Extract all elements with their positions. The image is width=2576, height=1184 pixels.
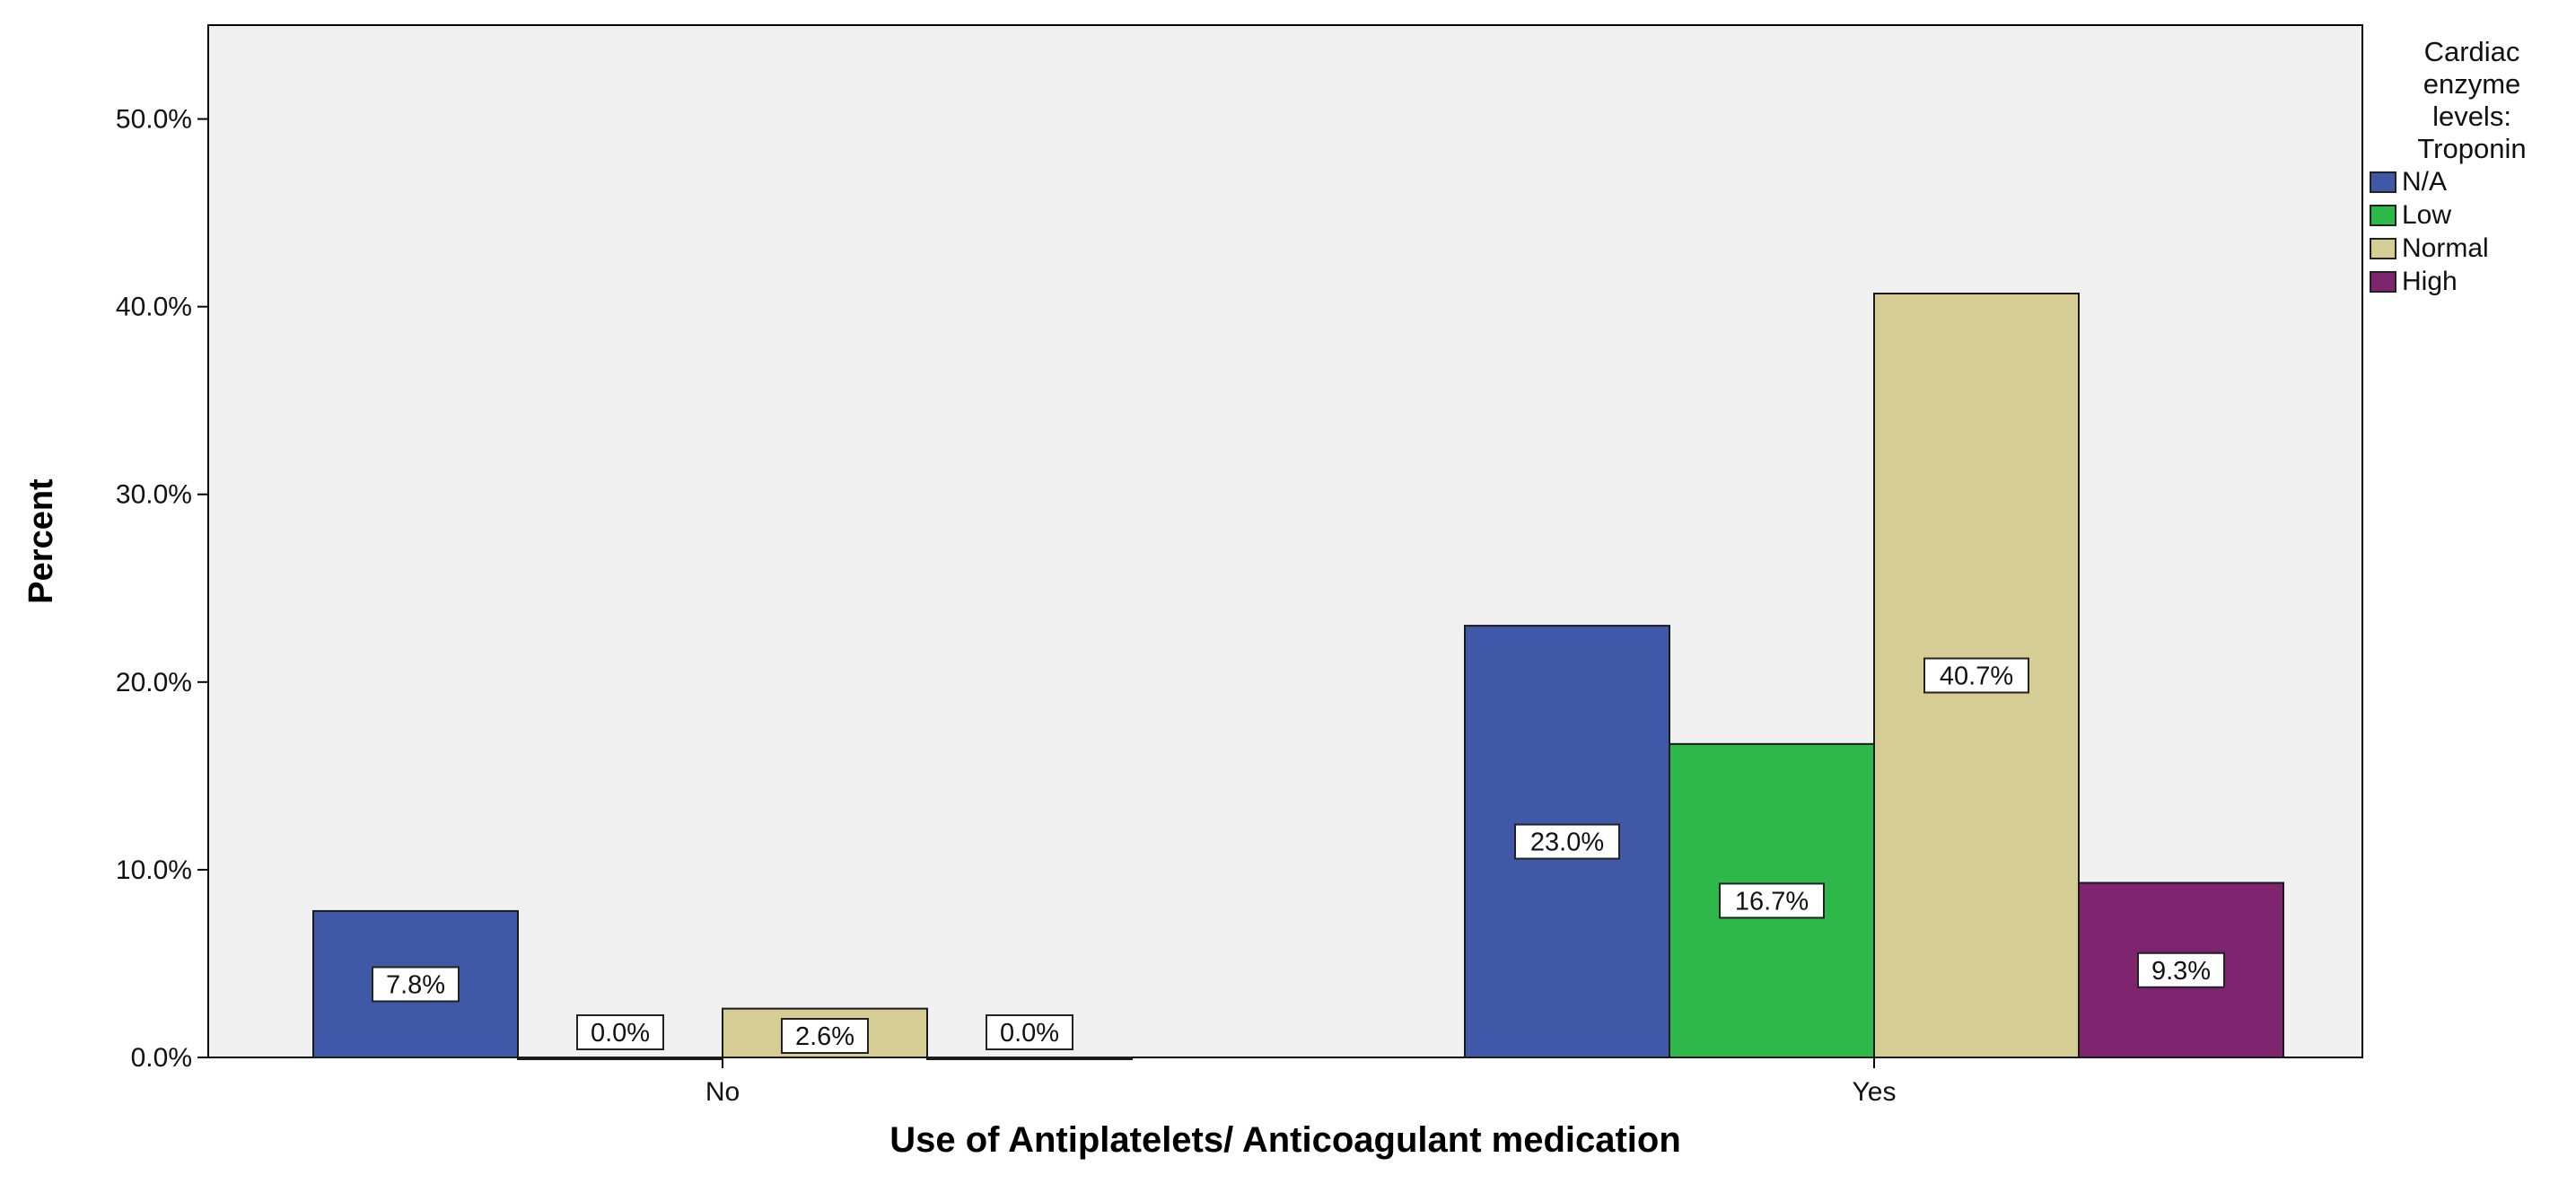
data-label: 23.0% [1530,829,1604,857]
legend-title: Cardiac enzyme levels: Troponin [2370,36,2574,165]
bar [517,1057,723,1060]
y-tick-label: 30.0% [116,480,192,510]
data-label-box [781,1018,869,1054]
data-label-box [2137,952,2225,988]
data-label: 2.6% [795,1022,854,1051]
legend-item: High [2370,265,2574,298]
data-label-box [576,1014,664,1050]
x-axis: No Yes [705,1057,1897,1107]
legend-label: High [2402,266,2458,296]
y-tick-label: 0.0% [131,1043,192,1073]
data-label-box [1923,657,2029,694]
legend-label: Normal [2402,232,2489,263]
y-axis: 0.0% 10.0% 20.0% 30.0% 40.0% 50.0% [116,105,208,1073]
legend-title-line: Troponin [2417,133,2527,164]
data-label: 0.0% [591,1019,650,1048]
legend-swatch [2370,237,2396,259]
legend-item: Normal [2370,232,2574,265]
y-tick-label: 20.0% [116,668,192,697]
data-label-box [1514,823,1620,860]
legend-item: Low [2370,198,2574,232]
x-tick-label: No [705,1077,740,1107]
bars: 7.8% 0.0% 2.6% 0.0% 23.0% 16.7% 40.7% 9.3% [312,293,2284,1060]
legend-swatch [2370,270,2396,293]
y-tick-label: 40.0% [116,293,192,322]
data-label: 0.0% [1000,1019,1059,1048]
x-axis-title: Use of Antiplatelets/ Anticoagulant medi… [889,1120,1681,1160]
legend-swatch [2370,204,2396,226]
data-label: 9.3% [2151,957,2211,986]
legend-swatch [2370,171,2396,193]
legend-title-line: Cardiac [2423,36,2520,67]
y-tick-label: 50.0% [116,105,192,135]
data-label-box [1719,882,1825,919]
data-label-box [372,966,460,1003]
legend-items: N/A Low Normal High [2370,165,2574,298]
legend-title-line: enzyme [2423,68,2521,100]
data-label-box [986,1014,1073,1050]
y-axis-title: Percent [22,478,60,604]
legend: Cardiac enzyme levels: Troponin N/A Low No… [2370,36,2574,298]
data-label: 7.8% [386,970,445,999]
data-label: 40.7% [1940,662,2013,691]
data-label: 16.7% [1735,887,1809,916]
x-tick-label: Yes [1853,1077,1897,1107]
legend-title-line: levels: [2432,101,2511,132]
legend-item: N/A [2370,165,2574,198]
legend-label: Low [2402,199,2452,230]
legend-label: N/A [2402,166,2448,197]
bar [926,1057,1133,1060]
y-tick-label: 10.0% [116,855,192,885]
